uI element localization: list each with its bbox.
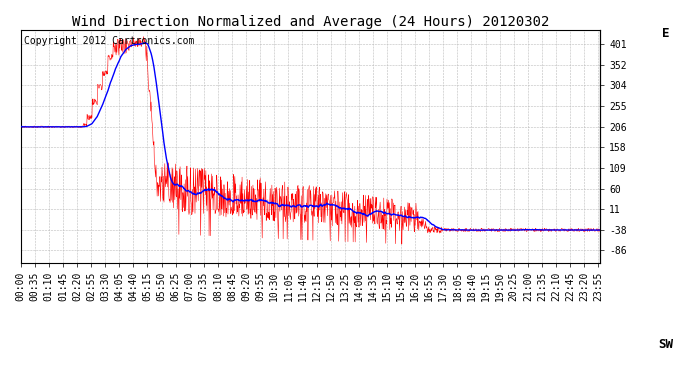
Text: Copyright 2012 Cartronics.com: Copyright 2012 Cartronics.com — [23, 36, 194, 46]
Title: Wind Direction Normalized and Average (24 Hours) 20120302: Wind Direction Normalized and Average (2… — [72, 15, 549, 29]
Text: SW: SW — [658, 339, 673, 351]
Text: E: E — [662, 27, 669, 40]
